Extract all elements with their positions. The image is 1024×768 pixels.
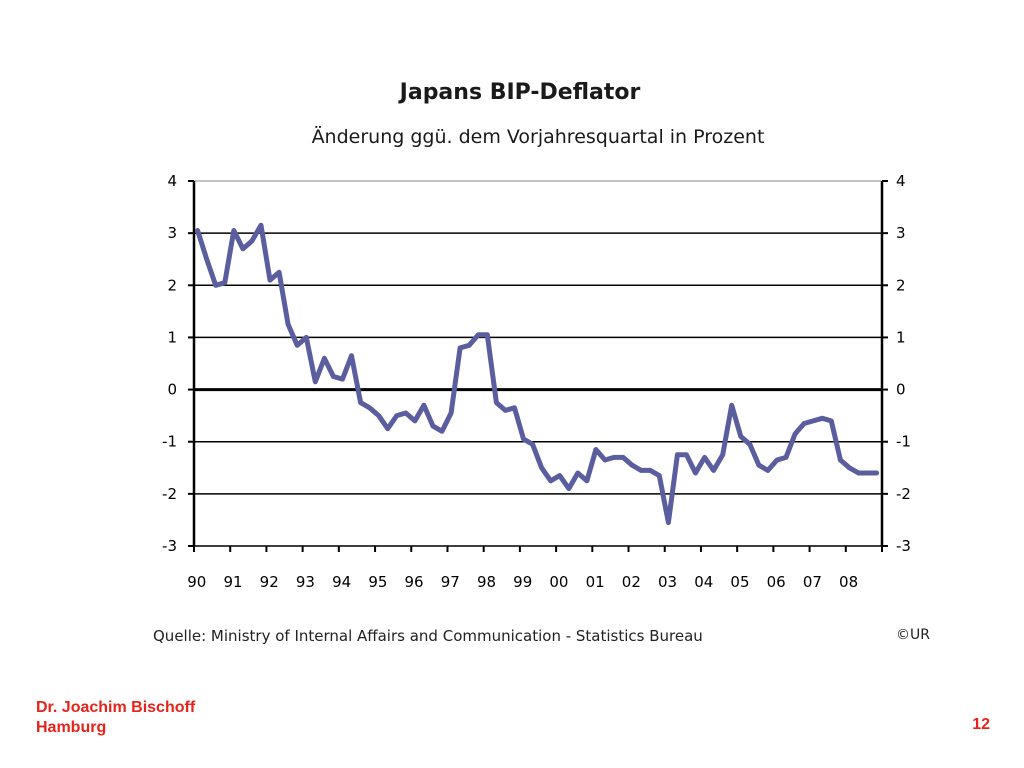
author-block: Dr. Joachim Bischoff Hamburg <box>36 698 195 738</box>
copyright-note: ©UR <box>896 627 930 643</box>
x-tick-label: 01 <box>586 573 605 591</box>
y-tick-right-label: 3 <box>896 224 906 242</box>
author-name: Dr. Joachim Bischoff <box>36 699 196 716</box>
x-tick-label: 08 <box>839 573 858 591</box>
x-tick-label: 02 <box>622 573 641 591</box>
series-group <box>195 222 880 525</box>
x-tick-label: 95 <box>368 573 387 591</box>
x-tick-label: 93 <box>296 573 315 591</box>
y-tick-left-label: 0 <box>167 381 177 399</box>
source-note: Quelle: Ministry of Internal Affairs and… <box>153 627 703 645</box>
chart-title: Japans BIP-Deflator <box>399 80 641 105</box>
chart-subtitle: Änderung ggü. dem Vorjahresquartal in Pr… <box>311 126 765 148</box>
x-ticks: 90 91 92 93 94 95 96 97 98 99 00 01 02 03 04 05 06 07 08 <box>187 546 883 591</box>
x-tick-label: 97 <box>441 573 460 591</box>
y-tick-right-label: -1 <box>896 433 911 451</box>
x-tick-label: 98 <box>477 573 496 591</box>
series-line-0 <box>195 222 880 525</box>
x-tick-label: 04 <box>694 573 713 591</box>
x-tick-label: 91 <box>223 573 242 591</box>
axes <box>192 181 884 546</box>
author-city: Hamburg <box>36 719 107 736</box>
y-ticks-left: 4 3 2 1 0 -1 -2 -3 <box>162 172 194 555</box>
x-tick-label: 96 <box>405 573 424 591</box>
x-tick-label: 06 <box>767 573 786 591</box>
y-ticks-right: 4 3 2 1 0 -1 -2 -3 <box>882 172 911 555</box>
y-tick-left-label: 3 <box>167 224 177 242</box>
x-tick-label: 03 <box>658 573 677 591</box>
x-tick-label: 99 <box>513 573 532 591</box>
y-tick-left-label: 4 <box>167 172 177 190</box>
y-tick-right-label: 0 <box>896 381 906 399</box>
y-tick-right-label: 1 <box>896 328 906 346</box>
y-tick-right-label: 4 <box>896 172 906 190</box>
y-tick-left-label: 2 <box>167 276 177 294</box>
page-number: 12 <box>972 716 990 733</box>
y-tick-left-label: -3 <box>162 537 177 555</box>
y-tick-left-label: -2 <box>162 485 177 503</box>
y-tick-left-label: -1 <box>162 433 177 451</box>
y-tick-right-label: 2 <box>896 276 906 294</box>
x-tick-label: 94 <box>332 573 351 591</box>
y-tick-right-label: -3 <box>896 537 911 555</box>
x-tick-label: 07 <box>803 573 822 591</box>
y-tick-left-label: 1 <box>167 328 177 346</box>
x-tick-label: 92 <box>260 573 279 591</box>
x-tick-label: 05 <box>730 573 749 591</box>
grid-lines <box>194 180 882 547</box>
x-tick-label: 00 <box>549 573 568 591</box>
y-tick-right-label: -2 <box>896 485 911 503</box>
x-tick-label: 90 <box>187 573 206 591</box>
